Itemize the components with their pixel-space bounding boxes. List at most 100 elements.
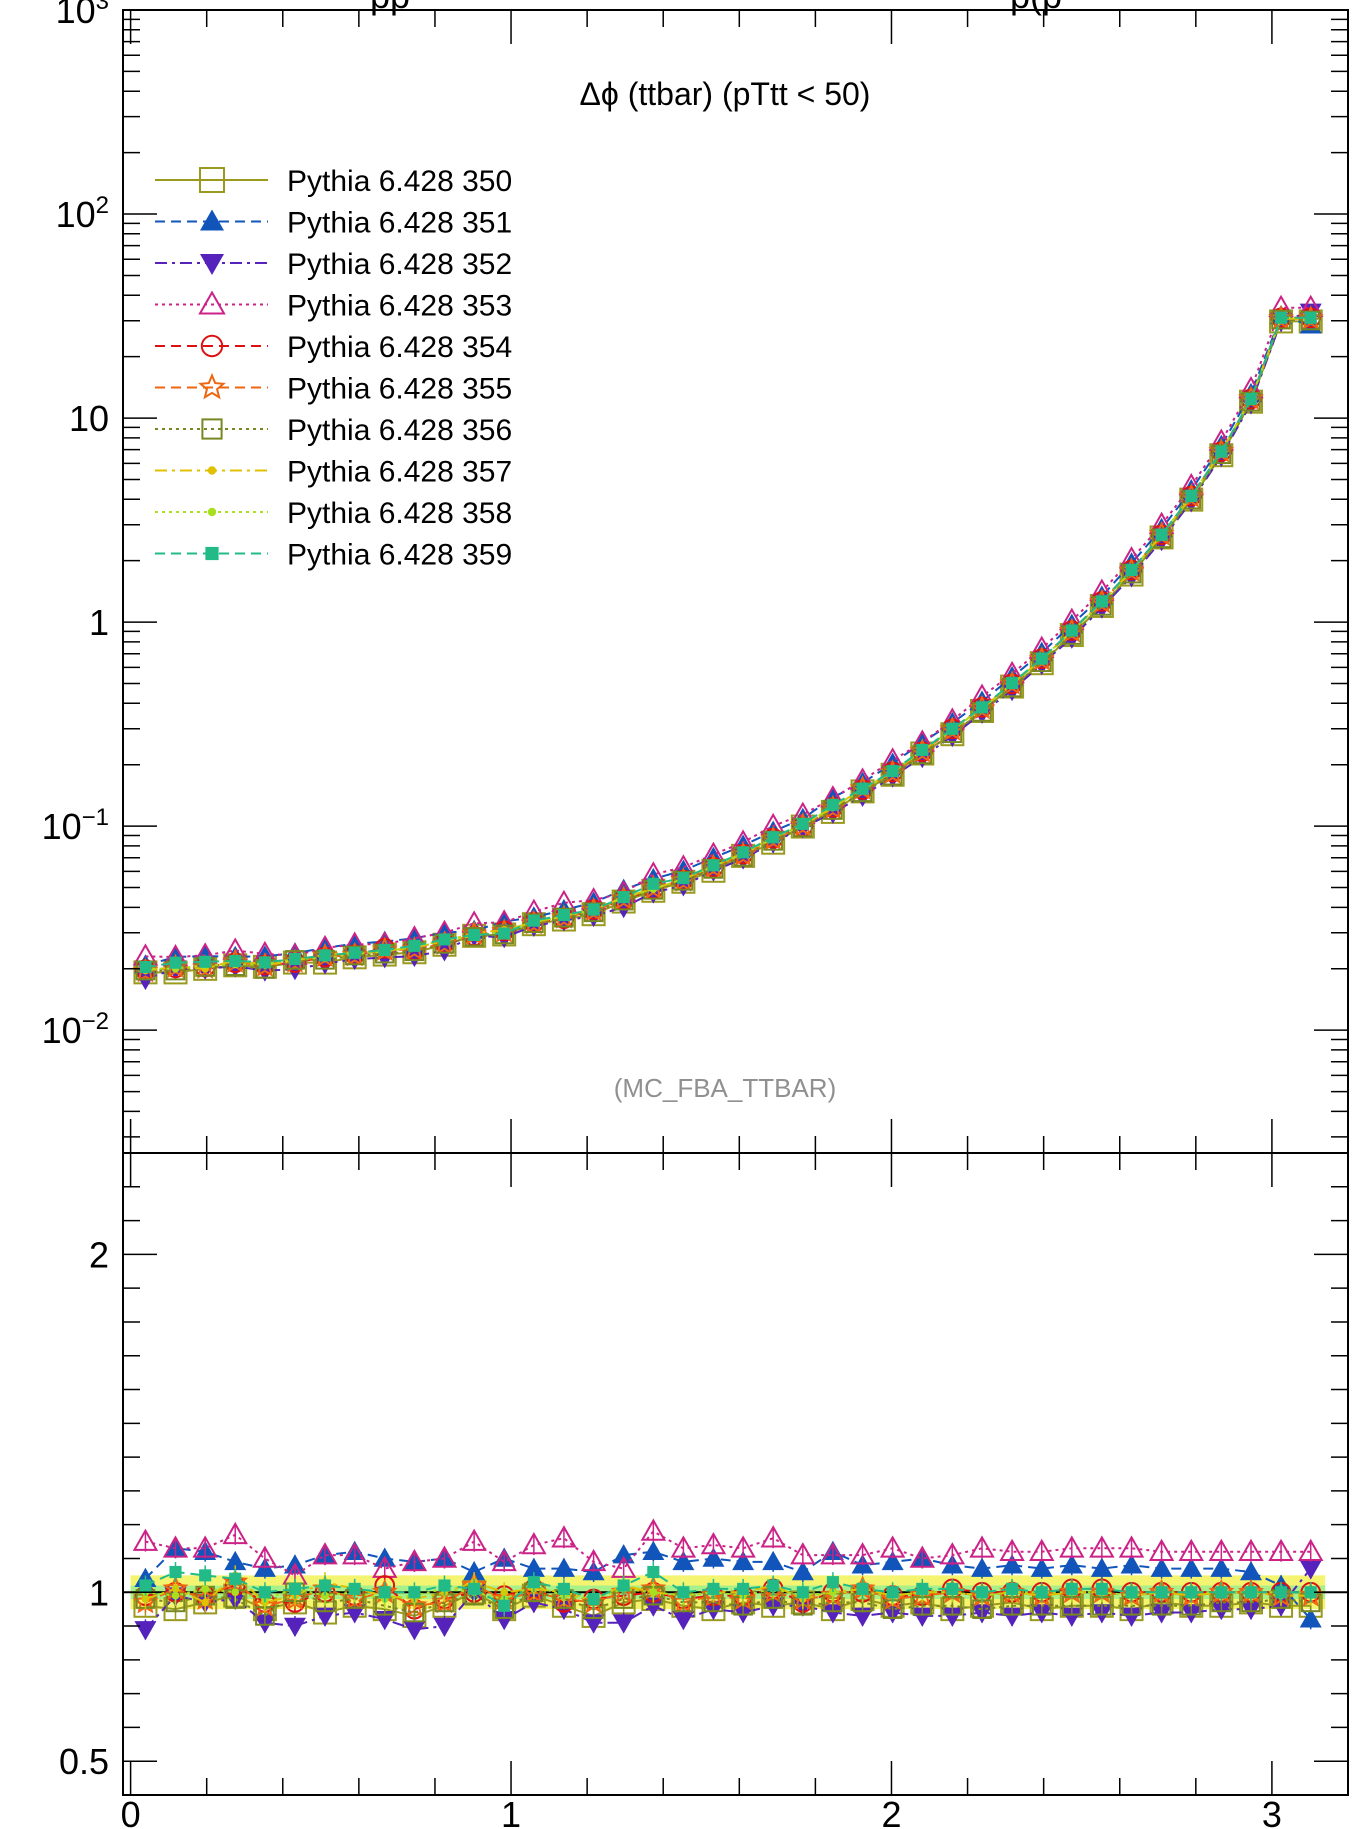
y-tick-label: 102 — [56, 192, 109, 235]
series-line — [145, 1584, 1311, 1601]
data-point — [946, 722, 959, 735]
header-fragment-right: p(p — [1010, 0, 1062, 16]
y-tick-label: 1 — [89, 1572, 109, 1613]
ratio-point — [171, 1591, 180, 1600]
ratio-point — [1268, 1538, 1294, 1561]
ratio-point — [849, 1542, 876, 1565]
data-point — [1244, 392, 1258, 406]
data-point — [1185, 489, 1198, 503]
data-point — [199, 955, 212, 968]
ratio-point — [829, 1588, 837, 1597]
data-point — [229, 954, 242, 967]
ratio-point — [946, 1582, 959, 1595]
ratio-point — [791, 1560, 814, 1581]
legend-entry: Pythia 6.428 355 — [155, 373, 512, 406]
data-point — [468, 928, 481, 941]
ratio-point — [1297, 1538, 1324, 1561]
data-point — [1300, 310, 1321, 331]
legend-label: Pythia 6.428 356 — [287, 414, 512, 447]
legend-entry: Pythia 6.428 354 — [155, 331, 512, 364]
ratio-point — [1178, 1538, 1204, 1561]
ratio-point — [582, 1614, 605, 1634]
legend-entry: Pythia 6.428 351 — [155, 207, 512, 240]
ratio-point — [1274, 1586, 1288, 1599]
ratio-point — [971, 1557, 994, 1577]
legend-marker — [207, 507, 217, 517]
ratio-point — [1030, 1557, 1053, 1577]
ratio-point — [314, 1607, 337, 1627]
ratio-point — [199, 1569, 212, 1582]
ratio-point — [969, 1535, 995, 1558]
ratio-point — [1090, 1557, 1113, 1577]
ratio-point — [463, 1560, 486, 1581]
legend-entry: Pythia 6.428 356 — [155, 414, 512, 447]
ratio-point — [670, 1535, 697, 1558]
ratio-point — [879, 1535, 906, 1558]
data-point — [796, 817, 809, 830]
main-series-359 — [139, 311, 1317, 974]
ratio-point — [1060, 1607, 1083, 1627]
legend-label: Pythia 6.428 358 — [287, 497, 512, 530]
ratio-point — [587, 1592, 600, 1606]
legend-marker — [200, 254, 224, 275]
data-point — [527, 914, 540, 927]
data-point — [169, 956, 182, 969]
ratio-point — [1150, 1557, 1173, 1577]
ratio-point — [468, 1582, 481, 1595]
legend-label: Pythia 6.428 350 — [287, 165, 512, 198]
ratio-point — [886, 1586, 899, 1599]
data-point — [378, 943, 391, 957]
data-point — [318, 949, 332, 962]
ratio-point — [134, 1621, 157, 1641]
data-point — [587, 903, 600, 916]
main-series-354 — [135, 307, 1322, 980]
data-point — [524, 913, 544, 934]
ratio-point — [521, 1531, 547, 1555]
data-point — [826, 798, 839, 811]
ratio-point — [1029, 1538, 1055, 1561]
x-tick-label: 2 — [881, 1794, 901, 1829]
ratio-point — [231, 1588, 240, 1597]
ratio-point — [224, 1550, 247, 1571]
ratio-point — [378, 1586, 391, 1599]
data-point — [1065, 624, 1078, 637]
header-fragment: pp — [370, 0, 410, 16]
series-line — [145, 306, 1311, 959]
series-line — [144, 1567, 1312, 1631]
legend-label: Pythia 6.428 357 — [287, 456, 512, 489]
legend-marker — [200, 209, 224, 231]
data-point — [647, 877, 660, 890]
data-point — [1211, 444, 1232, 465]
ratio-point — [258, 1586, 271, 1599]
ratio-point — [1180, 1557, 1203, 1577]
ratio-point — [580, 1548, 607, 1572]
ratio-series-359 — [139, 1561, 1317, 1616]
data-point — [139, 960, 152, 974]
data-point — [258, 956, 271, 969]
series-line — [145, 1530, 1311, 1577]
ratio-point — [941, 1607, 964, 1627]
ratio-point — [288, 1582, 302, 1595]
legend-marker — [198, 372, 226, 400]
ratio-point — [491, 1548, 517, 1572]
ratio-point — [677, 1586, 690, 1599]
ratio-point — [551, 1525, 577, 1548]
ratio-point — [647, 1565, 660, 1579]
ratio-x-axis: 0 1 2 3 — [121, 1153, 1282, 1829]
x-tick-label: 3 — [1262, 1794, 1282, 1829]
data-point — [975, 701, 989, 714]
series-line — [145, 1591, 1311, 1617]
legend-marker — [198, 290, 226, 315]
data-point — [617, 891, 630, 904]
ratio-point — [348, 1582, 361, 1595]
ratio-point — [527, 1576, 540, 1589]
data-point — [737, 846, 750, 859]
data-point — [886, 765, 899, 778]
ratio-point — [401, 1548, 428, 1572]
data-point — [438, 933, 451, 946]
legend-marker — [207, 466, 217, 475]
ratio-point — [1210, 1557, 1233, 1577]
ratio-point — [732, 1550, 755, 1571]
ratio-point — [1299, 1608, 1322, 1628]
